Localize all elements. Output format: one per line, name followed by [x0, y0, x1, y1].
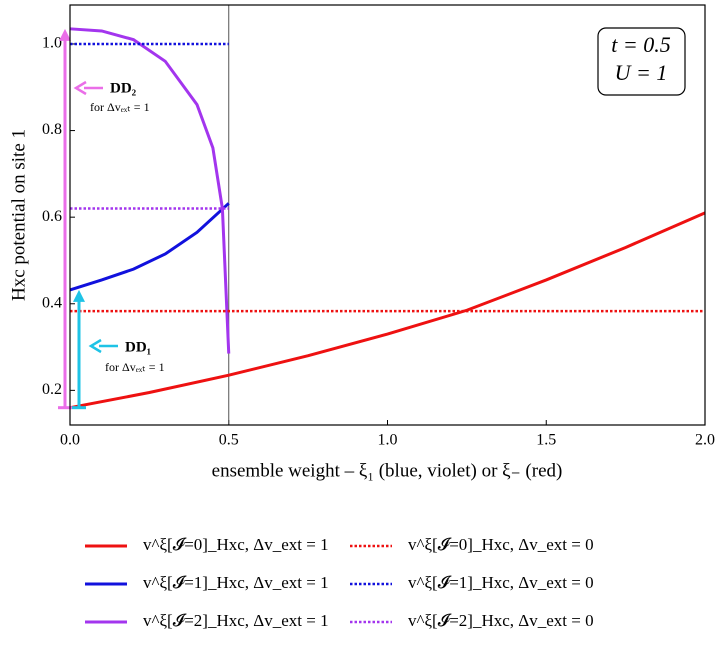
x-axis-label: ensemble weight – ξ₁ (blue, violet) or ξ… — [212, 460, 563, 481]
parameter-text: t = 0.5 — [611, 32, 670, 57]
x-tick-label: 1.0 — [378, 432, 398, 449]
x-tick-label: 1.5 — [536, 432, 556, 449]
parameter-text: U = 1 — [615, 60, 668, 85]
y-axis-label: Hxc potential on site 1 — [8, 129, 29, 301]
series-line — [69, 202, 230, 292]
series-line — [69, 211, 706, 410]
y-tick-label: 0.2 — [42, 381, 62, 398]
plot-frame — [69, 4, 706, 426]
series-line — [69, 27, 231, 354]
dd2-label: DD₂ — [110, 80, 137, 96]
x-tick-label: 2.0 — [695, 432, 715, 449]
legend-label: v^ξ[𝓘=0]_Hxc, Δv_ext = 1 — [143, 535, 329, 554]
y-tick-label: 0.8 — [42, 121, 62, 138]
dd2-pointer-head — [73, 80, 87, 96]
dd1-note: for Δvₑₓₜ = 1 — [105, 360, 165, 374]
legend-label: v^ξ[𝓘=1]_Hxc, Δv_ext = 1 — [143, 573, 329, 592]
dd2-note: for Δvₑₓₜ = 1 — [90, 100, 150, 114]
legend-label: v^ξ[𝓘=1]_Hxc, Δv_ext = 0 — [408, 573, 594, 592]
parameter-box — [597, 27, 686, 96]
x-tick-label: 0.0 — [60, 432, 80, 449]
y-tick-label: 0.6 — [42, 208, 62, 225]
dd1-arrow-head — [73, 289, 85, 302]
legend-label: v^ξ[𝓘=0]_Hxc, Δv_ext = 0 — [408, 535, 594, 554]
y-tick-label: 0.4 — [42, 294, 62, 311]
x-tick-label: 0.5 — [219, 432, 239, 449]
legend-label: v^ξ[𝓘=2]_Hxc, Δv_ext = 1 — [143, 611, 329, 630]
dd1-pointer-head — [88, 338, 102, 354]
y-tick-label: 1.0 — [42, 35, 62, 52]
dd2-arrow-head — [59, 28, 71, 41]
dd1-label: DD₁ — [125, 339, 151, 355]
legend-label: v^ξ[𝓘=2]_Hxc, Δv_ext = 0 — [408, 611, 594, 630]
